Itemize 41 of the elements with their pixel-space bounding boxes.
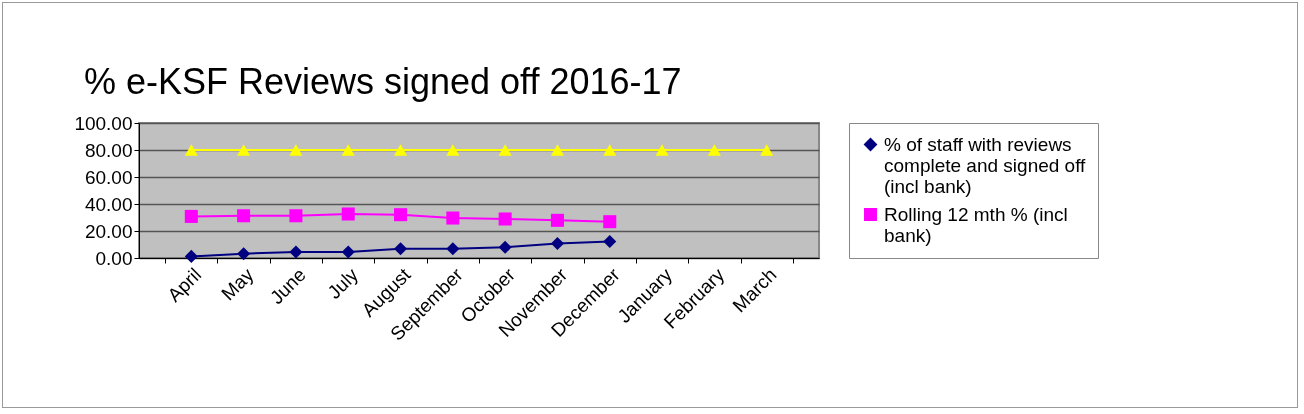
point (237, 144, 251, 156)
point (184, 209, 198, 223)
point (498, 144, 512, 156)
point (289, 209, 303, 223)
x-tick-label: May (217, 263, 258, 305)
point (184, 249, 198, 263)
chart-title: % e-KSF Reviews signed off 2016-17 (83, 61, 682, 102)
point (760, 144, 774, 156)
point (341, 144, 355, 156)
point (550, 236, 564, 250)
point (498, 240, 512, 254)
y-tick-label: 80.00 (84, 139, 133, 161)
point (550, 144, 564, 156)
point (289, 245, 303, 259)
point (237, 209, 251, 223)
point (394, 208, 408, 222)
point (446, 242, 460, 256)
point (655, 144, 669, 156)
y-tick-label: 100.00 (74, 112, 133, 134)
point (184, 144, 198, 156)
y-tick-label: 40.00 (84, 193, 133, 215)
point (707, 144, 721, 156)
x-tick-label: July (323, 263, 363, 303)
y-tick-label: 60.00 (84, 166, 133, 188)
point (341, 207, 355, 221)
point (550, 213, 564, 227)
point (289, 144, 303, 156)
point (446, 144, 460, 156)
point (603, 144, 617, 156)
y-tick-label: 20.00 (84, 220, 133, 242)
point (341, 245, 355, 259)
y-tick-label: 0.00 (95, 247, 133, 269)
point (498, 212, 512, 226)
point (603, 215, 617, 229)
legend-label: % of staff with reviews complete and signed off (incl bank) (884, 133, 1087, 197)
legend-label: Rolling 12 mth % (incl bank) (884, 203, 1068, 246)
point (237, 247, 251, 261)
point (603, 234, 617, 248)
point (394, 144, 408, 156)
point (446, 211, 460, 225)
point (394, 242, 408, 256)
